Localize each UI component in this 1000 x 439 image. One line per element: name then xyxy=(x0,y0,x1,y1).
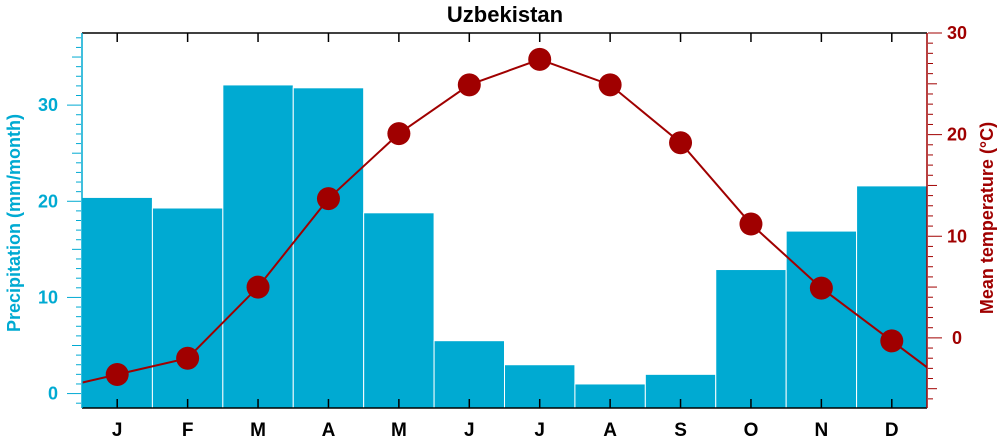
precipitation-bar xyxy=(433,340,506,409)
x-tick-label: M xyxy=(250,420,266,439)
axes: J F M A M J J A S O N D 0 10 20 30 0 10 20 30 xyxy=(38,23,967,439)
y-tick-label-right: 20 xyxy=(947,125,967,145)
temperature-point xyxy=(176,346,200,370)
x-tick-label: A xyxy=(322,420,336,439)
temperature-series xyxy=(81,47,928,386)
x-tick-label: N xyxy=(815,420,829,439)
y-axis-label-right: Mean temperature (°C) xyxy=(977,122,997,314)
y-tick-label-left: 0 xyxy=(48,384,58,404)
precipitation-bar xyxy=(856,185,928,409)
temperature-point xyxy=(880,329,904,353)
x-tick-label: A xyxy=(603,420,617,439)
x-tick-label: J xyxy=(534,420,545,439)
temperature-point xyxy=(528,47,552,71)
temperature-point xyxy=(457,73,481,97)
temperature-point xyxy=(387,122,411,146)
x-tick-label: O xyxy=(744,420,759,439)
temperature-point xyxy=(809,276,833,300)
temperature-point xyxy=(246,275,270,299)
precipitation-bar xyxy=(363,212,435,409)
y-tick-label-right: 10 xyxy=(947,226,967,246)
y-tick-label-left: 20 xyxy=(38,191,58,211)
y-tick-label-left: 10 xyxy=(38,287,58,307)
temperature-line xyxy=(81,58,928,384)
y-tick-label-right: 30 xyxy=(947,23,967,43)
x-tick-label: M xyxy=(391,420,407,439)
precipitation-bar xyxy=(222,84,294,409)
x-tick-label: F xyxy=(182,420,194,439)
temperature-point xyxy=(316,187,340,211)
precipitation-bar xyxy=(151,207,224,409)
precipitation-bars xyxy=(81,84,928,409)
temperature-point xyxy=(598,73,622,97)
precipitation-bar xyxy=(785,230,858,409)
chart-title: Uzbekistan xyxy=(447,2,563,27)
x-tick-label: J xyxy=(464,420,475,439)
precipitation-bar xyxy=(715,269,787,409)
x-tick-label: S xyxy=(674,420,687,439)
temperature-point xyxy=(105,362,129,386)
precipitation-bar xyxy=(292,87,365,409)
temperature-point xyxy=(669,131,693,155)
y-tick-label-left: 30 xyxy=(38,95,58,115)
temperature-point xyxy=(739,212,763,236)
x-tick-label: J xyxy=(112,420,123,439)
y-tick-label-right: 0 xyxy=(952,328,962,348)
x-tick-label: D xyxy=(885,420,899,439)
y-axis-label-left: Precipitation (mm/month) xyxy=(4,114,24,332)
